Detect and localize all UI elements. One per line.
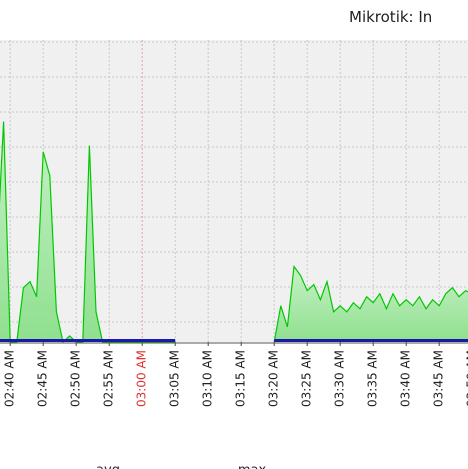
legend-header: avg [96,463,120,469]
plot-area [0,40,468,342]
area [0,121,176,342]
x-tick-label: 02:45 AM [36,350,50,407]
x-tick-label: 02:40 AM [3,350,17,407]
x-tick-label: 03:40 AM [399,350,413,407]
x-tick-label: 03:15 AM [234,350,248,407]
x-tick-label: 03:00 AM [135,350,149,407]
line [0,121,468,344]
x-tick-label: 03:50 AM [465,350,468,407]
x-tick-label: 02:50 AM [69,350,83,407]
x-tick-label: 03:45 AM [432,350,446,407]
x-tick-label: 03:35 AM [366,350,380,407]
area [274,266,468,342]
x-tick-label: 03:25 AM [300,350,314,407]
x-tick-label: 02:55 AM [102,350,116,407]
x-tick-label: 03:10 AM [201,350,215,407]
x-tick-label: 03:05 AM [168,350,182,407]
x-tick-label: 03:20 AM [267,350,281,407]
legend-header: max [238,463,267,469]
graph-title: Mikrotik: In [349,8,432,26]
x-tick-label: 03:30 AM [333,350,347,407]
